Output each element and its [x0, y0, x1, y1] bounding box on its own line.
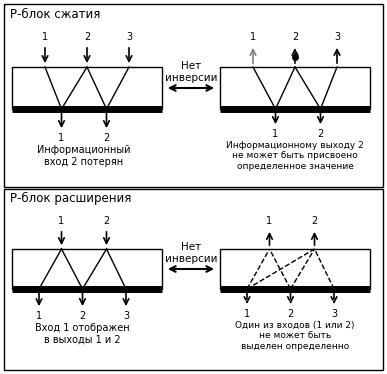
Bar — [4, 4, 383, 187]
Bar — [4, 189, 383, 370]
Text: Один из входов (1 или 2)
не может быть
выделен определенно: Один из входов (1 или 2) не может быть в… — [235, 321, 355, 351]
Bar — [220, 249, 370, 289]
Text: 2: 2 — [103, 133, 110, 143]
Text: 1: 1 — [272, 129, 279, 139]
Text: 3: 3 — [123, 311, 129, 321]
Text: Нет
инверсии: Нет инверсии — [165, 242, 217, 264]
Text: Информационный
вход 2 потерян: Информационный вход 2 потерян — [37, 145, 131, 166]
Text: 2: 2 — [288, 309, 294, 319]
Text: 3: 3 — [334, 32, 340, 42]
Text: 2: 2 — [312, 216, 318, 226]
Text: 1: 1 — [250, 32, 256, 42]
Bar — [12, 67, 162, 109]
Text: 1: 1 — [36, 311, 42, 321]
Text: 3: 3 — [126, 32, 132, 42]
Text: Нет
инверсии: Нет инверсии — [165, 61, 217, 83]
Text: 3: 3 — [331, 309, 337, 319]
Text: 1: 1 — [266, 216, 272, 226]
Bar — [220, 67, 370, 109]
Text: 2: 2 — [103, 216, 110, 226]
Bar — [12, 249, 162, 289]
Text: 1: 1 — [58, 133, 65, 143]
Text: 2: 2 — [84, 32, 90, 42]
Text: Р-блок расширения: Р-блок расширения — [10, 192, 131, 205]
Text: 2: 2 — [292, 32, 298, 42]
Text: 2: 2 — [79, 311, 86, 321]
Text: 1: 1 — [244, 309, 250, 319]
Text: 2: 2 — [317, 129, 324, 139]
Text: 1: 1 — [58, 216, 65, 226]
Text: Информационному выходу 2
не может быть присвоено
определенное значение: Информационному выходу 2 не может быть п… — [226, 141, 364, 171]
Text: 1: 1 — [42, 32, 48, 42]
Text: Р-блок сжатия: Р-блок сжатия — [10, 8, 100, 21]
Text: Вход 1 отображен
в выходы 1 и 2: Вход 1 отображен в выходы 1 и 2 — [35, 323, 130, 344]
